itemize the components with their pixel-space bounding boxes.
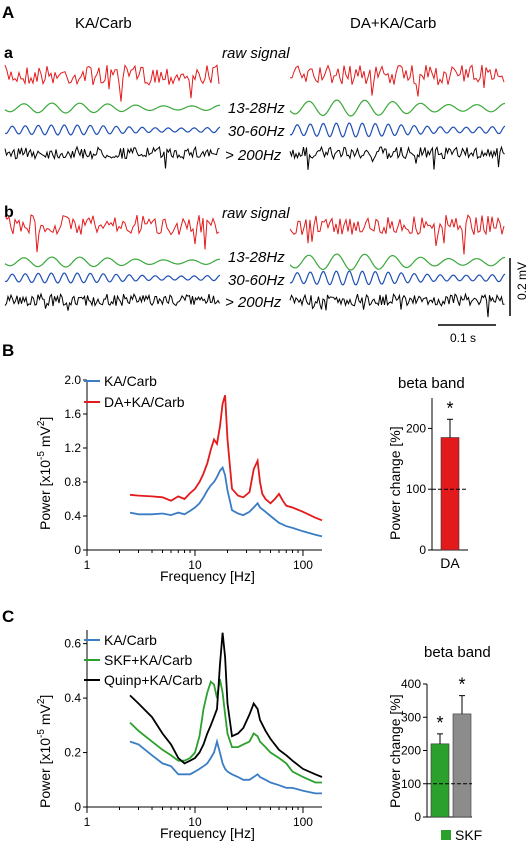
power-spectrum-chart-c: 0 0.2 0.4 0.6 1 10 100 <box>64 630 323 829</box>
y-tick-label: 2.0 <box>64 373 81 387</box>
trace-label-gamma-b: 30-60Hz <box>228 272 285 289</box>
x-tick-label: 100 <box>293 815 313 829</box>
bar-b-xlabel: DA <box>440 555 460 571</box>
spectrum-c-ylabel: Power [x10-5 mV2] <box>36 695 53 808</box>
legend-b-da: DA+KA/Carb <box>104 394 185 410</box>
voltage-scale-label: 0.2 mV <box>515 262 529 300</box>
panel-label-b-sub: b <box>4 204 14 221</box>
trace-gamma-b-left <box>4 272 221 284</box>
series-line-0 <box>129 738 322 795</box>
spectrum-b-ylabel: Power [x10-5 mV2] <box>36 417 53 530</box>
bar-b-ylabel: Power change [%] <box>387 426 403 540</box>
trace-ripple-a-left <box>4 145 220 169</box>
bar-c-title: beta band <box>424 644 491 661</box>
bar-y-tick-label: 0 <box>419 543 426 557</box>
time-scale-label: 0.1 s <box>450 331 476 345</box>
y-tick-label: 1.6 <box>64 407 81 421</box>
trace-label-ripple-b: > 200Hz <box>225 294 282 311</box>
legend-b-kacarb: KA/Carb <box>104 373 157 389</box>
x-tick-label: 1 <box>84 815 91 829</box>
panel-label-a-main: A <box>2 3 14 22</box>
trace-label-beta-b: 13-28Hz <box>228 249 285 266</box>
spectrum-c-xlabel: Frequency [Hz] <box>160 825 255 841</box>
significance-star: * <box>436 713 443 733</box>
y-tick-label: 0 <box>74 800 81 814</box>
bar-y-tick-label: 100 <box>406 482 426 496</box>
panel-label-a-sub: a <box>4 45 13 62</box>
spectrum-b-xlabel: Frequency [Hz] <box>160 568 255 584</box>
panel-label-c-main: C <box>2 607 14 626</box>
trace-ripple-b-right <box>289 292 505 318</box>
y-tick-label: 0.4 <box>64 509 81 523</box>
bar-b-title: beta band <box>398 375 465 392</box>
panel-a-title-right: DA+KA/Carb <box>350 15 436 32</box>
bar-y-tick-label: 0 <box>414 810 421 824</box>
y-tick-label: 0.2 <box>64 746 81 760</box>
y-tick-label: 0.6 <box>64 637 81 651</box>
bar-c-legend-label: SKF <box>455 827 482 843</box>
bar-y-tick-label: 400 <box>401 677 421 691</box>
trace-beta-b-left <box>4 256 221 268</box>
trace-raw-a-left <box>4 63 220 102</box>
trace-gamma-a-right <box>289 122 506 138</box>
trace-label-beta-a: 13-28Hz <box>228 100 285 117</box>
trace-beta-b-right <box>289 253 506 271</box>
significance-star: * <box>458 675 465 695</box>
x-tick-label: 10 <box>188 815 202 829</box>
panel-a-title-left: KA/Carb <box>75 15 132 32</box>
trace-label-gamma-a: 30-60Hz <box>228 123 285 140</box>
trace-beta-a-left <box>4 102 221 114</box>
panel-label-b-main: B <box>2 341 14 360</box>
lfp-traces <box>4 63 506 318</box>
bar-c-legend-swatch <box>441 830 451 840</box>
y-tick-label: 1.2 <box>64 441 81 455</box>
legend-c-quinp: Quinp+KA/Carb <box>104 672 203 688</box>
x-tick-label: 1 <box>84 558 91 572</box>
bar-skf <box>430 743 450 818</box>
bar-da <box>440 437 460 551</box>
trace-label-ripple-a: > 200Hz <box>225 147 282 164</box>
series-line-1 <box>129 678 322 784</box>
trace-label-raw-a: raw signal <box>222 45 290 62</box>
trace-ripple-a-right <box>289 145 505 170</box>
trace-ripple-b-left <box>4 292 220 311</box>
trace-gamma-a-left <box>4 124 221 136</box>
trace-raw-b-right <box>289 214 505 255</box>
series-line-2 <box>129 632 323 778</box>
y-tick-label: 0.8 <box>64 475 81 489</box>
series-line-1 <box>129 395 323 522</box>
trace-gamma-b-right <box>289 270 506 286</box>
bar-y-tick-label: 300 <box>401 710 421 724</box>
series-line-0 <box>129 465 323 538</box>
trace-raw-b-left <box>4 214 220 253</box>
power-spectrum-chart-b: 0 0.4 0.8 1.2 1.6 2.0 1 10 100 <box>64 373 323 572</box>
bar-quinp <box>452 713 472 818</box>
x-tick-label: 10 <box>188 558 202 572</box>
y-tick-label: 0.4 <box>64 691 81 705</box>
bar-c-ylabel: Power change [%] <box>387 694 403 808</box>
trace-beta-a-right <box>289 99 506 117</box>
bar-chart-b: 0 100 200 * DA <box>406 398 468 571</box>
x-tick-label: 100 <box>293 558 313 572</box>
legend-c-skf: SKF+KA/Carb <box>104 652 193 668</box>
bar-y-tick-label: 200 <box>406 421 426 435</box>
trace-raw-a-right <box>289 64 505 97</box>
legend-c-kacarb: KA/Carb <box>104 632 157 648</box>
significance-star: * <box>446 398 453 418</box>
bar-chart-c: 0 100 200 300 400 * * <box>401 675 472 824</box>
y-tick-label: 0 <box>74 543 81 557</box>
bar-y-tick-label: 100 <box>401 777 421 791</box>
trace-label-raw-b: raw signal <box>222 205 290 222</box>
bar-y-tick-label: 200 <box>401 744 421 758</box>
